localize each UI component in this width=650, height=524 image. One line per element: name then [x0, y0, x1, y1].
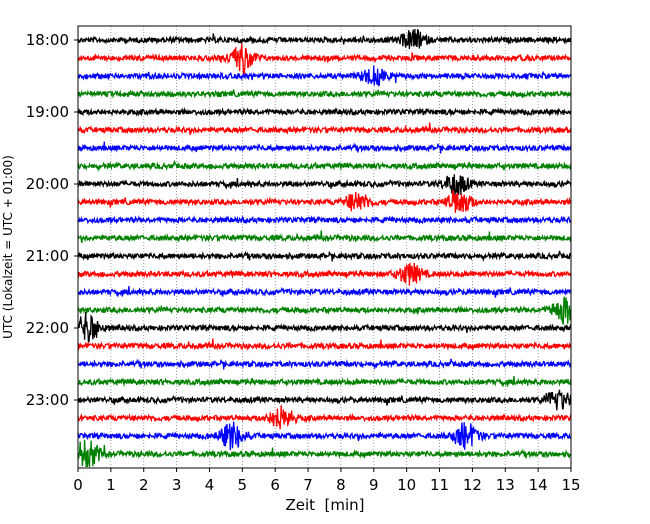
trace-line [77, 286, 572, 298]
y-tick-label: 23:00 [26, 391, 69, 409]
trace-line [77, 389, 572, 411]
y-tick-label: 22:00 [26, 319, 69, 337]
trace-line [77, 405, 572, 430]
trace-line [77, 296, 572, 325]
x-tick-label: 9 [369, 476, 379, 494]
trace-line [77, 262, 572, 286]
x-tick-label: 11 [430, 476, 449, 494]
trace-line [77, 107, 572, 118]
trace-line [77, 28, 572, 50]
trace-line [77, 338, 572, 352]
trace-line [77, 122, 572, 136]
x-tick-label: 4 [205, 476, 215, 494]
x-tick-label: 12 [463, 476, 482, 494]
trace-line [77, 160, 572, 172]
trace-line [77, 421, 572, 451]
trace-line [77, 43, 572, 75]
trace-line [77, 215, 572, 225]
y-tick-label: 19:00 [26, 103, 69, 121]
x-tick-label: 5 [238, 476, 248, 494]
x-tick-label: 8 [336, 476, 346, 494]
trace-line [77, 250, 572, 262]
x-tick-label: 10 [397, 476, 416, 494]
x-tick-label: 1 [106, 476, 116, 494]
trace-line [77, 311, 572, 343]
x-tick-label: 13 [496, 476, 515, 494]
plot-frame [77, 25, 572, 469]
y-tick-label: 21:00 [26, 247, 69, 265]
x-tick-label: 3 [172, 476, 182, 494]
trace-line [77, 230, 572, 244]
trace-line [77, 65, 572, 87]
trace-line [77, 358, 572, 370]
x-axis: 0 1 2 3 4 5 6 7 8 9 10 11 12 13 14 15 [73, 468, 581, 494]
y-axis: 18:00 19:00 20:00 21:00 22:00 23:00 [26, 31, 78, 409]
x-tick-label: 14 [529, 476, 548, 494]
trace-line [77, 141, 572, 154]
trace-line [77, 189, 572, 213]
x-axis-label: Zeit [min] [285, 496, 364, 514]
x-tick-label: 6 [270, 476, 280, 494]
x-tick-label: 7 [303, 476, 313, 494]
trace-line [77, 88, 572, 99]
seismogram-traces [77, 28, 572, 468]
trace-line [77, 174, 572, 197]
y-axis-label: UTC (Lokalzeit = UTC + 01:00) [1, 155, 15, 339]
x-tick-label: 2 [139, 476, 149, 494]
y-tick-label: 18:00 [26, 31, 69, 49]
x-tick-label: 15 [561, 476, 580, 494]
trace-line [77, 439, 572, 468]
y-tick-label: 20:00 [26, 175, 69, 193]
x-tick-label: 0 [73, 476, 83, 494]
trace-line [77, 376, 572, 388]
